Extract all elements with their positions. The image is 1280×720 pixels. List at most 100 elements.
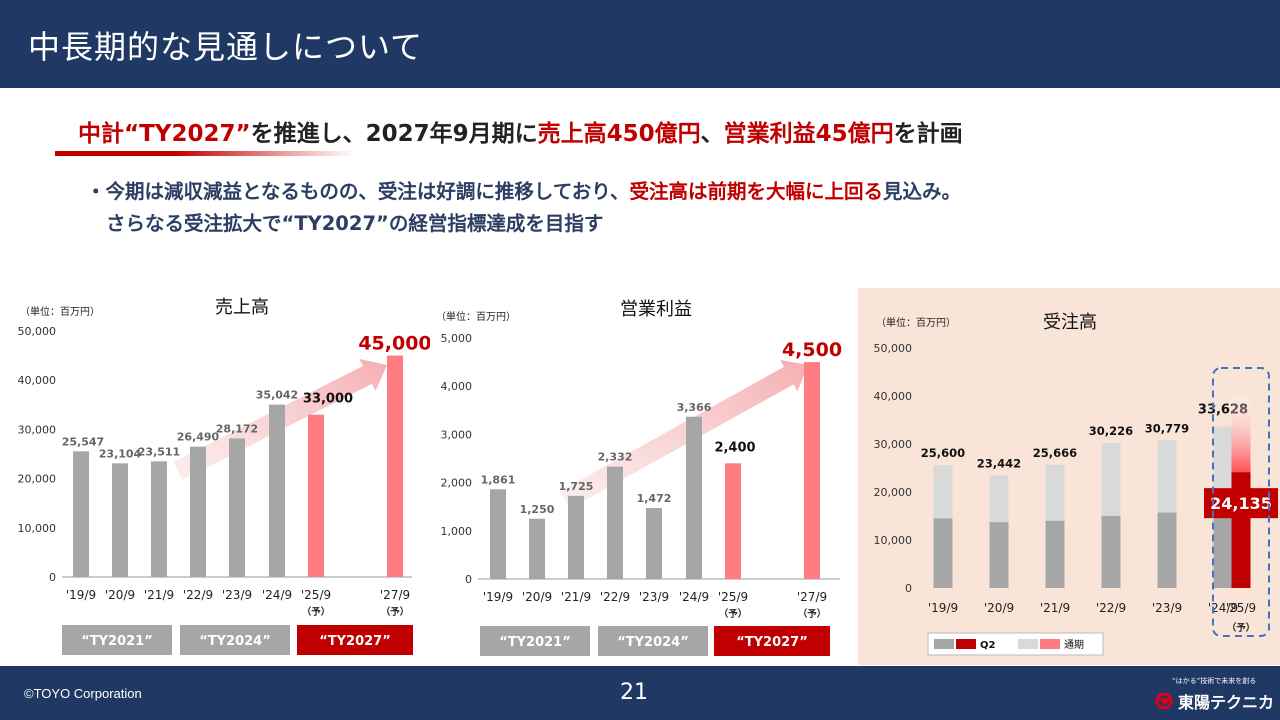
unit-label: （単位：百万円） <box>876 316 956 329</box>
plan-box <box>180 625 290 655</box>
x-tick-label: '27/9 <box>380 588 410 602</box>
headline-profit: 営業利益45億円 <box>723 121 894 147</box>
bar <box>73 451 89 577</box>
y-tick-label: 50,000 <box>18 325 57 338</box>
data-label: 30,779 <box>1145 421 1189 435</box>
headline-text-1: を推進し、2027年9月期に <box>250 121 538 147</box>
y-tick-label: 5,000 <box>441 332 473 345</box>
bar-full-year-forecast <box>1231 396 1251 473</box>
unit-label: （単位：百万円） <box>20 305 100 318</box>
x-tick-label: '24/9 <box>262 588 292 602</box>
data-label: 2,332 <box>598 451 633 464</box>
data-label: 1,250 <box>520 503 555 516</box>
bar <box>686 416 702 579</box>
slide-title: 中長期的な見通しについて <box>28 28 424 66</box>
y-tick-label: 1,000 <box>441 525 473 538</box>
plan-label: “TY2021” <box>81 634 153 649</box>
bar-q2 <box>989 522 1009 588</box>
data-label: 25,547 <box>62 435 104 448</box>
data-label: 25,666 <box>1033 446 1077 460</box>
data-label: 26,490 <box>177 431 220 444</box>
bar <box>804 362 820 579</box>
chart-title: 受注高 <box>1043 312 1097 333</box>
y-tick-label: 10,000 <box>874 534 913 547</box>
bar <box>607 466 623 579</box>
x-tick-label: '19/9 <box>928 601 958 615</box>
bar <box>269 404 285 577</box>
x-tick-label: '23/9 <box>1152 601 1182 615</box>
data-label: 33,000 <box>303 392 353 407</box>
legend-swatch-q2-gray <box>934 639 954 649</box>
headline: 中計“TY2027”を推進し、2027年9月期に売上高450億円、営業利益45億… <box>78 114 963 148</box>
bullet-line-2: さらなる受注拡大で“TY2027”の経営指標達成を目指す <box>106 212 604 235</box>
legend-swatch-full-pink <box>1040 639 1060 649</box>
legend-label-full-year: 通期 <box>1064 639 1084 651</box>
data-label: 1,861 <box>481 473 516 486</box>
data-label: 28,172 <box>216 422 258 435</box>
data-label: 2,400 <box>714 440 755 455</box>
bullet-line-1-part-2: 見込み。 <box>882 180 961 203</box>
x-tick-label: '23/9 <box>639 590 669 604</box>
slide-header <box>0 0 1280 88</box>
headline-sales: 売上高450億円 <box>537 121 701 147</box>
legend-swatch-q2-red <box>956 639 976 649</box>
orders-panel <box>858 288 1280 665</box>
plan-label: “TY2024” <box>617 635 689 650</box>
y-tick-label: 2,000 <box>441 477 473 490</box>
sales-chart: 売上高 （単位：百万円） 0 10,000 20,000 30,000 40,000 50,0… <box>18 297 430 655</box>
bar-q2 <box>1213 503 1233 588</box>
bullet-line-1-part-1: ・今期は減収減益となるものの、受注は好調に推移しており、 <box>86 180 630 203</box>
x-tick-label: '27/9 <box>797 590 827 604</box>
bar <box>112 463 128 577</box>
forecast-mark: （予） <box>381 606 410 618</box>
legend-box <box>927 632 1104 656</box>
bar-q2 <box>1045 520 1065 588</box>
x-tick-label: '22/9 <box>600 590 630 604</box>
plan-box <box>598 626 708 656</box>
logo-tagline: “はかる”技術で未来を創る <box>1172 677 1257 685</box>
x-tick-label: '24/9 <box>679 590 709 604</box>
headline-text-3: を計画 <box>893 121 963 147</box>
headline-plan: 中計“TY2027” <box>78 121 251 147</box>
bar-q2 <box>933 518 953 588</box>
x-tick-label: '19/9 <box>483 590 513 604</box>
company-logo-icon <box>1155 692 1173 710</box>
x-tick-label: '19/9 <box>66 588 96 602</box>
data-label: 45,000 <box>358 333 430 355</box>
x-tick-label: '22/9 <box>183 588 213 602</box>
orders-chart: 受注高 （単位：百万円） 0 10,000 20,000 30,000 40,000 50,0… <box>874 312 1278 656</box>
forecast-highlight-box <box>1212 367 1270 637</box>
unit-label: （単位：百万円） <box>436 310 516 323</box>
bar <box>308 414 324 577</box>
data-label: 35,042 <box>256 389 298 402</box>
forecast-mark: （予） <box>798 608 827 620</box>
chart-title: 営業利益 <box>620 299 692 320</box>
x-tick-label: '25/9 <box>1226 601 1256 615</box>
y-tick-label: 3,000 <box>441 428 473 441</box>
bar <box>151 461 167 577</box>
data-label: 3,366 <box>677 401 712 414</box>
plan-box <box>480 626 590 656</box>
plan-label: “TY2027” <box>319 634 391 649</box>
bar-q2 <box>1101 516 1121 588</box>
plan-label: “TY2027” <box>736 635 808 650</box>
y-tick-label: 10,000 <box>18 522 57 535</box>
bar-q2 <box>1157 512 1177 588</box>
copyright-text: ©TOYO Corporation <box>24 686 142 701</box>
data-label: 1,725 <box>559 480 594 493</box>
forecast-mark: （予） <box>302 606 331 618</box>
plan-box <box>714 626 830 656</box>
page-number: 21 <box>620 680 648 705</box>
bullet-line-1: ・今期は減収減益となるものの、受注は好調に推移しており、受注高は前期を大幅に上回… <box>86 176 961 208</box>
forecast-mark: （予） <box>1227 622 1256 634</box>
plan-box <box>297 625 413 655</box>
headline-text-2: 、 <box>700 121 724 147</box>
bar <box>529 518 545 579</box>
x-tick-label: '23/9 <box>222 588 252 602</box>
slide-footer <box>0 666 1280 720</box>
y-tick-label: 0 <box>49 571 56 584</box>
data-label: 30,226 <box>1089 424 1133 438</box>
data-label: 24,135 <box>1210 494 1272 513</box>
y-tick-label: 40,000 <box>18 374 57 387</box>
x-tick-label: '21/9 <box>1040 601 1070 615</box>
